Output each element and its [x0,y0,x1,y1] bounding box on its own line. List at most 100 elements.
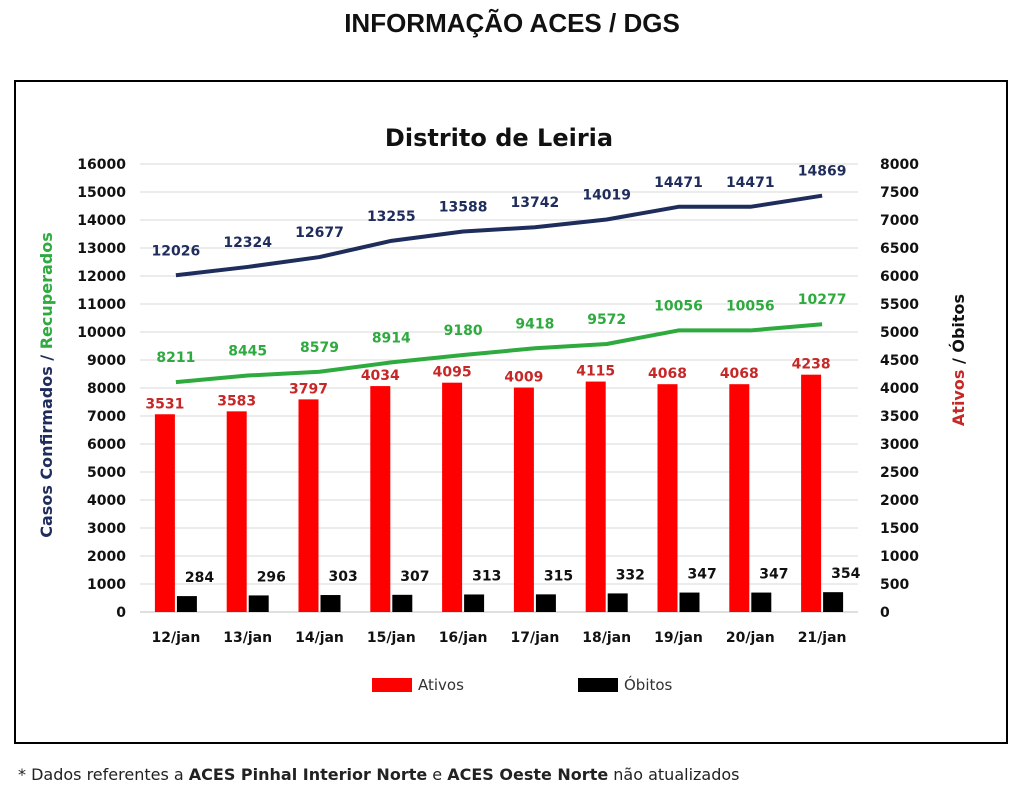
bar-ativos [801,374,822,612]
left-axis-title: Casos Confirmados / Recuperados [37,232,56,537]
legend-label-obitos: Óbitos [624,675,673,694]
legend-swatch-obitos [578,678,618,692]
x-tick-label: 16/jan [439,630,488,646]
left-tick-label: 4000 [87,493,126,509]
line-confirmados [175,193,823,278]
right-tick-label: 6000 [880,269,919,285]
left-axis-title-recuperados: Recuperados [37,232,56,349]
data-label-obitos: 315 [544,568,573,584]
right-tick-label: 7000 [880,213,919,229]
right-tick-label: 3000 [880,437,919,453]
line-confirmados-label: 12026 [152,243,201,259]
data-label-ativos: 4115 [576,364,615,380]
data-label-obitos: 347 [759,567,788,583]
data-label-obitos: 307 [400,569,429,585]
line-recuperados-label: 8579 [300,340,339,356]
data-label-ativos: 4095 [433,365,472,381]
right-tick-label: 3500 [880,409,919,425]
line-recuperados-label: 9572 [587,312,626,328]
footnote: * Dados referentes a ACES Pinhal Interio… [18,765,740,784]
bar-obitos [392,594,413,612]
data-label-ativos: 4009 [504,369,543,385]
right-tick-label: 500 [880,577,909,593]
x-tick-label: 15/jan [367,630,416,646]
line-confirmados-label: 14869 [798,164,847,180]
left-tick-label: 7000 [87,409,126,425]
x-tick-label: 19/jan [654,630,703,646]
left-tick-label: 1000 [87,577,126,593]
chart-frame [14,80,1008,744]
line-recuperados-label: 8211 [156,350,195,366]
bar-obitos [607,593,628,612]
footnote-suffix: não atualizados [608,765,740,784]
left-tick-label: 11000 [77,297,126,313]
bar-obitos [679,592,700,612]
left-tick-label: 0 [116,605,126,621]
data-label-obitos: 313 [472,568,501,584]
right-tick-label: 5000 [880,325,919,341]
bar-ativos [298,399,319,612]
line-recuperados-label: 10277 [798,292,847,308]
data-label-obitos: 296 [257,569,286,585]
bar-ativos [442,382,463,612]
data-label-obitos: 332 [616,567,645,583]
data-label-ativos: 4238 [792,357,831,373]
left-tick-label: 6000 [87,437,126,453]
line-recuperados [175,322,823,385]
bar-obitos [248,595,269,612]
line-confirmados-label: 13588 [439,200,488,216]
data-label-ativos: 3531 [145,396,184,412]
left-tick-label: 12000 [77,269,126,285]
left-tick-label: 9000 [87,353,126,369]
line-confirmados-label: 14471 [726,175,775,191]
bar-obitos [823,592,844,612]
left-tick-label: 13000 [77,241,126,257]
x-tick-label: 17/jan [510,630,559,646]
right-tick-label: 1000 [880,549,919,565]
x-tick-label: 21/jan [798,630,847,646]
data-label-obitos: 303 [329,569,358,585]
right-tick-label: 7500 [880,185,919,201]
right-tick-label: 4500 [880,353,919,369]
bar-obitos [535,594,556,612]
left-tick-label: 8000 [87,381,126,397]
left-tick-label: 15000 [77,185,126,201]
line-confirmados-label: 12677 [295,225,344,241]
right-tick-label: 1500 [880,521,919,537]
line-recuperados-label: 9180 [444,323,483,339]
right-axis-title: Ativos / Óbitos [949,294,968,426]
right-tick-label: 2000 [880,493,919,509]
right-tick-label: 4000 [880,381,919,397]
line-recuperados-label: 9418 [515,316,554,332]
line-confirmados-label: 13255 [367,209,416,225]
x-tick-label: 13/jan [223,630,272,646]
left-tick-label: 14000 [77,213,126,229]
right-axis-title-ativos: Ativos [949,370,968,426]
bar-obitos [464,594,485,612]
bar-ativos [585,381,606,612]
footnote-prefix: * Dados referentes a [18,765,189,784]
left-tick-label: 5000 [87,465,126,481]
left-tick-label: 3000 [87,521,126,537]
bar-ativos [370,386,391,612]
chart: Distrito de Leiria 0 1000 2000 3000 4000 5000 6… [37,124,968,694]
data-label-obitos: 284 [185,570,214,586]
bar-obitos [176,596,197,612]
bar-ativos [513,387,534,612]
x-tick-label: 18/jan [582,630,631,646]
line-confirmados-label: 12324 [223,235,272,251]
right-axis-title-obitos: / Óbitos [949,294,968,370]
footnote-mid: e [427,765,448,784]
line-recuperados-label: 10056 [654,298,703,314]
line-confirmados-label: 14019 [582,187,631,203]
x-tick-label: 20/jan [726,630,775,646]
data-label-obitos: 347 [688,567,717,583]
bar-ativos [729,384,750,612]
x-tick-label: 12/jan [151,630,200,646]
chart-title: Distrito de Leiria [385,124,613,152]
right-tick-label: 6500 [880,241,919,257]
data-label-ativos: 4034 [361,368,400,384]
bar-obitos [751,592,772,612]
x-tick-label: 14/jan [295,630,344,646]
line-recuperados-label: 8445 [228,344,267,360]
